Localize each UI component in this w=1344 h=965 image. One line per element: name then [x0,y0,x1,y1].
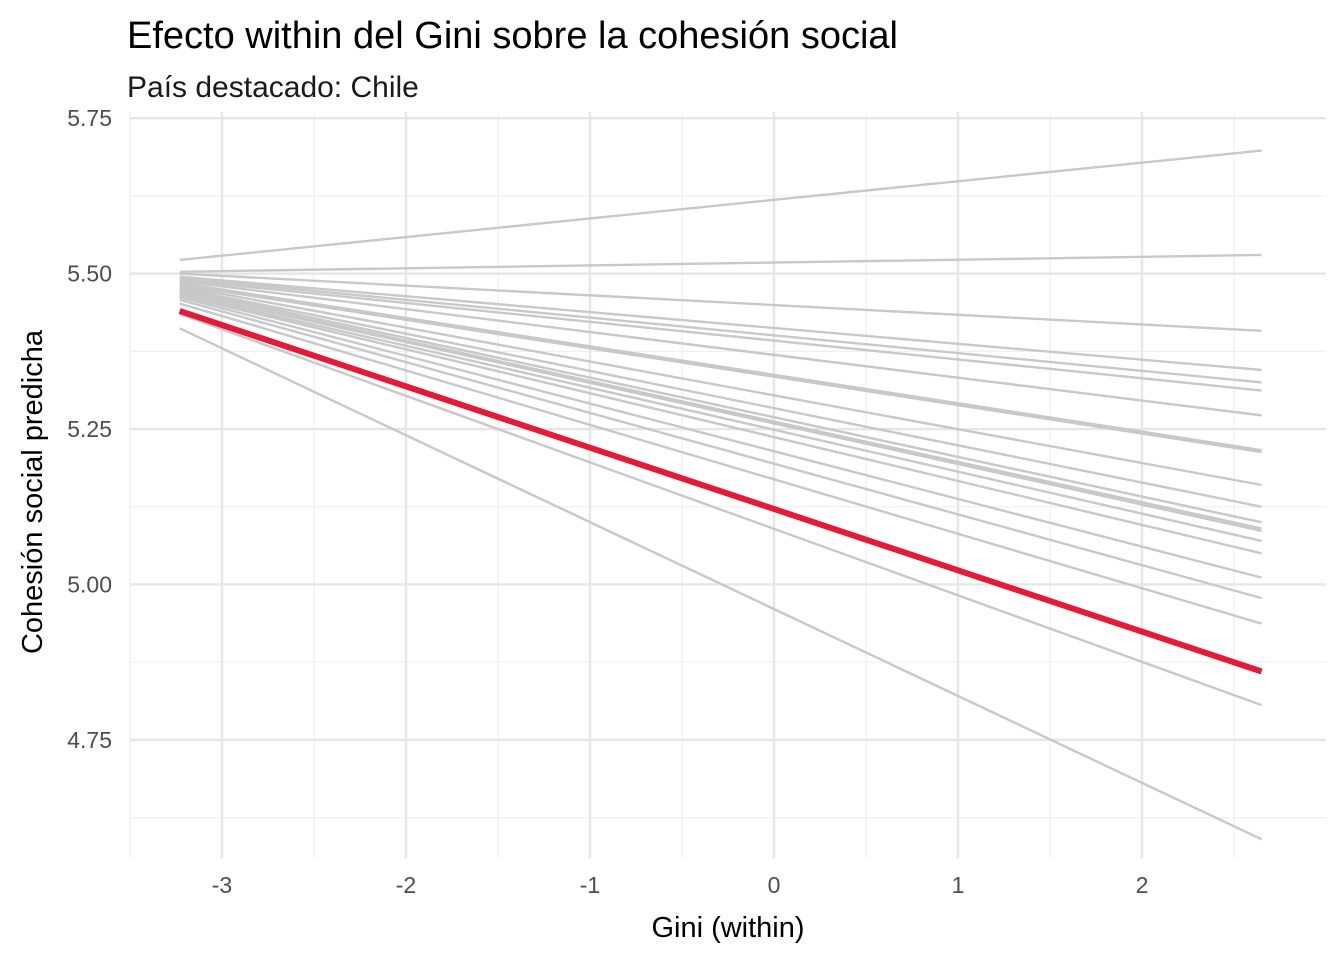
x-tick-label: 1 [952,872,965,898]
series-line [179,278,1262,392]
y-tick-label: 5.75 [67,105,112,131]
series-line [179,292,1262,543]
series-lines [178,149,1263,841]
y-axis-title: Cohesión social predicha [17,329,49,654]
series-line [179,296,1262,579]
x-tick-label: 2 [1136,872,1149,898]
x-axis-ticks: -3 -2 -1 0 1 2 [212,872,1149,898]
series-line [179,281,1262,452]
chart-title: Efecto within del Gini sobre la cohesión… [127,15,898,57]
x-axis-title: Gini (within) [651,912,804,944]
highlighted-series-line [178,308,1263,675]
grid [129,112,1326,858]
series-line [179,302,1262,625]
series-line [179,289,1262,530]
series-line [179,327,1263,841]
series-line [179,288,1262,524]
series-line [179,253,1262,273]
y-tick-label: 5.00 [67,571,112,597]
y-axis-ticks: 4.75 5.00 5.25 5.50 5.75 [67,105,112,753]
series-line [179,294,1262,555]
series-line [179,283,1262,454]
series-line [179,149,1262,262]
series-line [179,279,1262,417]
series-line [179,291,1262,533]
series-line [179,298,1262,600]
series-line [179,276,1262,384]
series-line [179,284,1262,487]
y-tick-label: 5.25 [67,416,112,442]
x-tick-label: -3 [212,872,232,898]
series-line [179,286,1262,508]
series-line [179,272,1262,333]
series-line [179,312,1263,707]
y-tick-label: 5.50 [67,261,112,287]
chart-subtitle: País destacado: Chile [127,71,419,104]
series-line [179,275,1262,372]
x-tick-label: 0 [768,872,781,898]
x-tick-label: -1 [580,872,600,898]
y-tick-label: 4.75 [67,727,112,753]
x-tick-label: -2 [396,872,416,898]
